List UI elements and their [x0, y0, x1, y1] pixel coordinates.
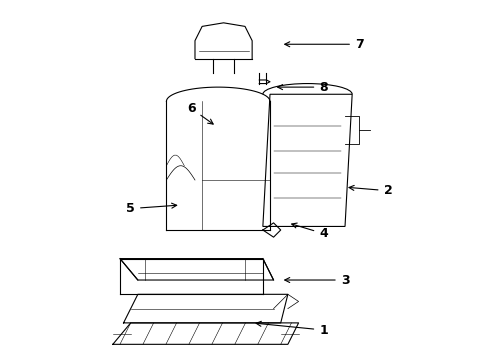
Text: 1: 1 — [256, 321, 328, 337]
Text: 3: 3 — [285, 274, 349, 287]
Text: 8: 8 — [278, 81, 328, 94]
Text: 4: 4 — [292, 223, 328, 240]
Text: 2: 2 — [349, 184, 392, 197]
Text: 6: 6 — [187, 102, 213, 124]
Text: 5: 5 — [126, 202, 177, 215]
Text: 7: 7 — [285, 38, 364, 51]
